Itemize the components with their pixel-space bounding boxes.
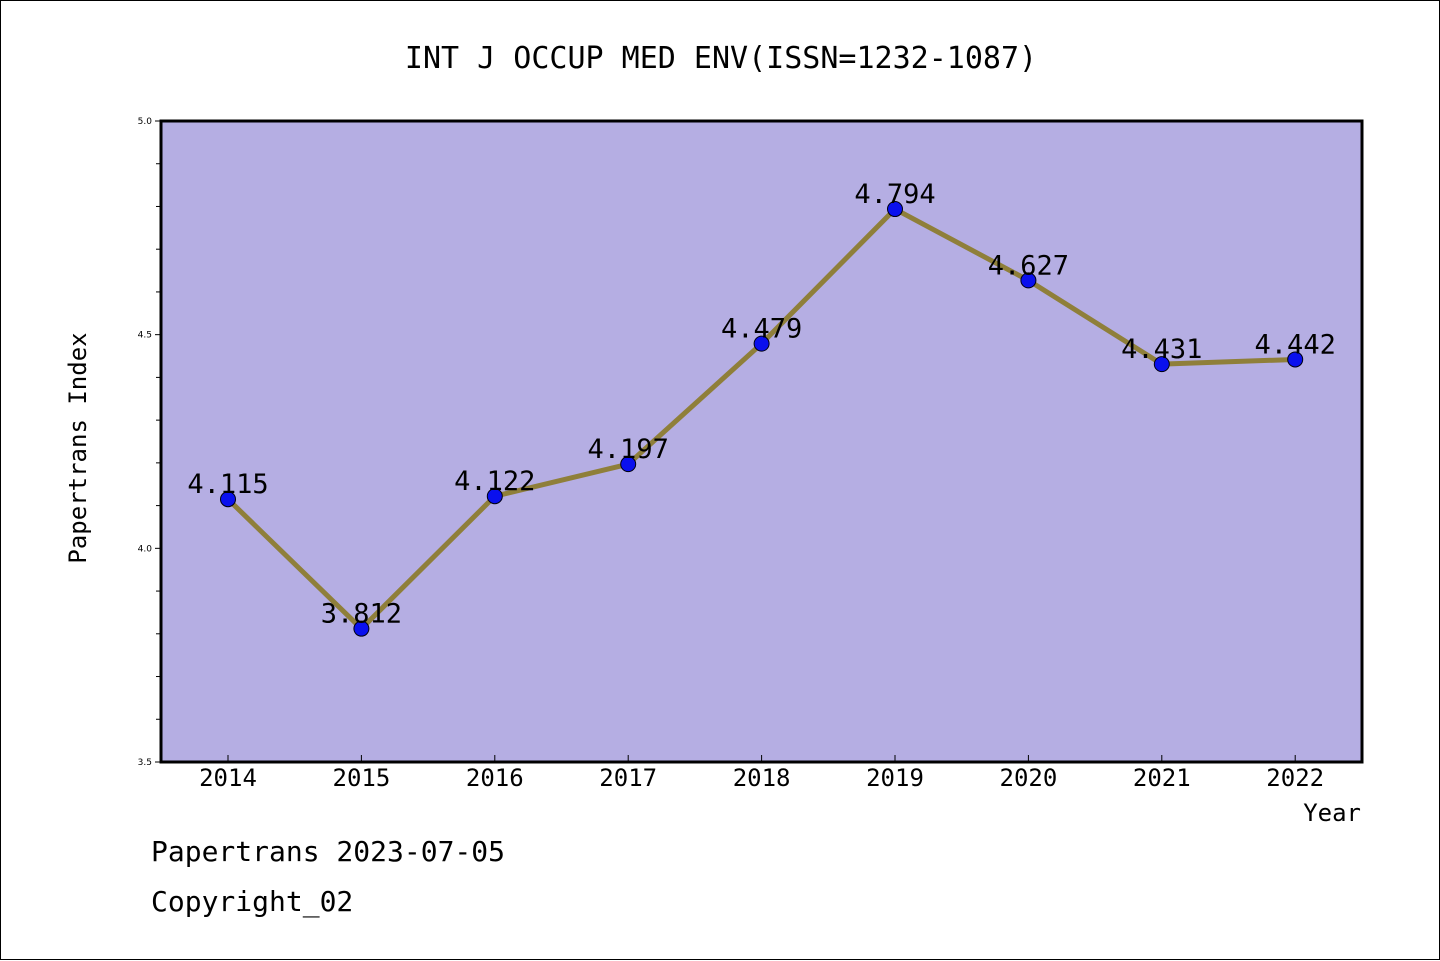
data-label: 4.431 bbox=[1121, 334, 1202, 365]
data-point bbox=[1020, 272, 1037, 289]
y-tick-label: 4.0 bbox=[138, 544, 153, 554]
x-tick-label: 2014 bbox=[199, 764, 257, 792]
data-point bbox=[220, 491, 236, 508]
data-label: 4.122 bbox=[454, 466, 535, 497]
footer-copyright: Copyright_02 bbox=[151, 885, 354, 918]
data-label: 4.627 bbox=[988, 250, 1069, 281]
data-label: 4.794 bbox=[854, 179, 935, 210]
footer-date: Papertrans 2023-07-05 bbox=[151, 835, 506, 868]
x-tick-label: 2020 bbox=[1000, 764, 1058, 792]
y-tick-label: 5.0 bbox=[138, 117, 153, 127]
data-label: 4.197 bbox=[588, 434, 669, 465]
chart-title: INT J OCCUP MED ENV(ISSN=1232-1087) bbox=[405, 41, 1037, 76]
plot-area bbox=[161, 121, 1362, 762]
x-tick-label: 2022 bbox=[1266, 764, 1324, 792]
x-tick-label: 2019 bbox=[866, 764, 924, 792]
data-point bbox=[1287, 351, 1304, 368]
data-point bbox=[486, 488, 503, 505]
data-label: 3.812 bbox=[321, 599, 402, 630]
data-point bbox=[620, 456, 637, 473]
y-tick-label: 3.5 bbox=[138, 758, 152, 768]
data-point bbox=[1153, 356, 1170, 373]
x-tick-label: 2017 bbox=[599, 764, 657, 792]
data-point bbox=[887, 201, 903, 218]
data-point bbox=[353, 620, 370, 637]
x-axis-label: Year bbox=[1303, 799, 1361, 827]
x-tick-label: 2016 bbox=[466, 764, 524, 792]
data-point bbox=[753, 335, 770, 352]
x-tick-label: 2021 bbox=[1133, 764, 1191, 792]
data-label: 4.115 bbox=[187, 469, 268, 500]
x-tick-label: 2018 bbox=[733, 764, 791, 792]
data-label: 4.479 bbox=[721, 314, 802, 345]
plot-frame bbox=[159, 119, 1364, 764]
x-tick-label: 2015 bbox=[333, 764, 391, 792]
y-axis-label: Papertrans Index bbox=[64, 332, 92, 563]
y-tick-label: 4.5 bbox=[138, 331, 152, 341]
data-label: 4.442 bbox=[1255, 329, 1336, 360]
